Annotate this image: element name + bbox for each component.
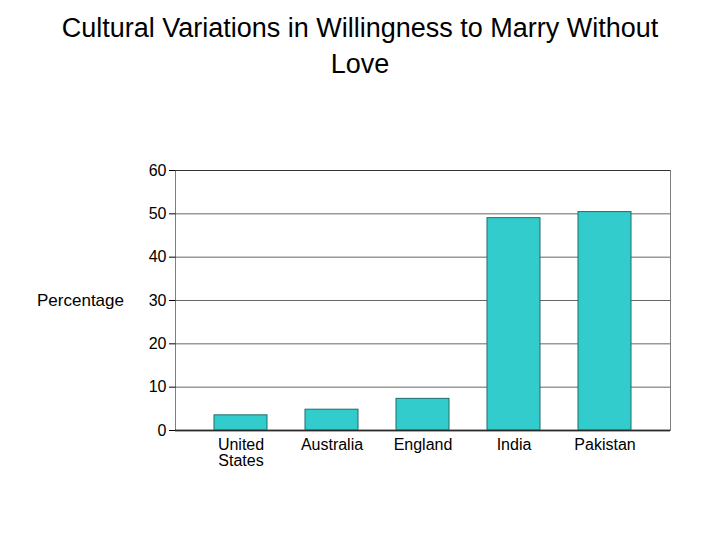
svg-text:Percentage: Percentage — [37, 291, 124, 310]
svg-text:0: 0 — [158, 422, 167, 439]
svg-text:40: 40 — [149, 248, 167, 265]
svg-text:Pakistan: Pakistan — [574, 436, 635, 453]
svg-text:India: India — [497, 436, 532, 453]
svg-text:Australia: Australia — [301, 436, 363, 453]
svg-text:20: 20 — [149, 335, 167, 352]
svg-text:UnitedStates: UnitedStates — [218, 436, 264, 469]
svg-text:10: 10 — [149, 378, 167, 395]
html-text:Cultural Variations in Willing: Cultural Variations in Willingness to Ma… — [61, 13, 659, 79]
svg-text:30: 30 — [149, 292, 167, 309]
svg-text:England: England — [394, 436, 453, 453]
svg-text:60: 60 — [149, 162, 167, 179]
svg-text:50: 50 — [149, 205, 167, 222]
